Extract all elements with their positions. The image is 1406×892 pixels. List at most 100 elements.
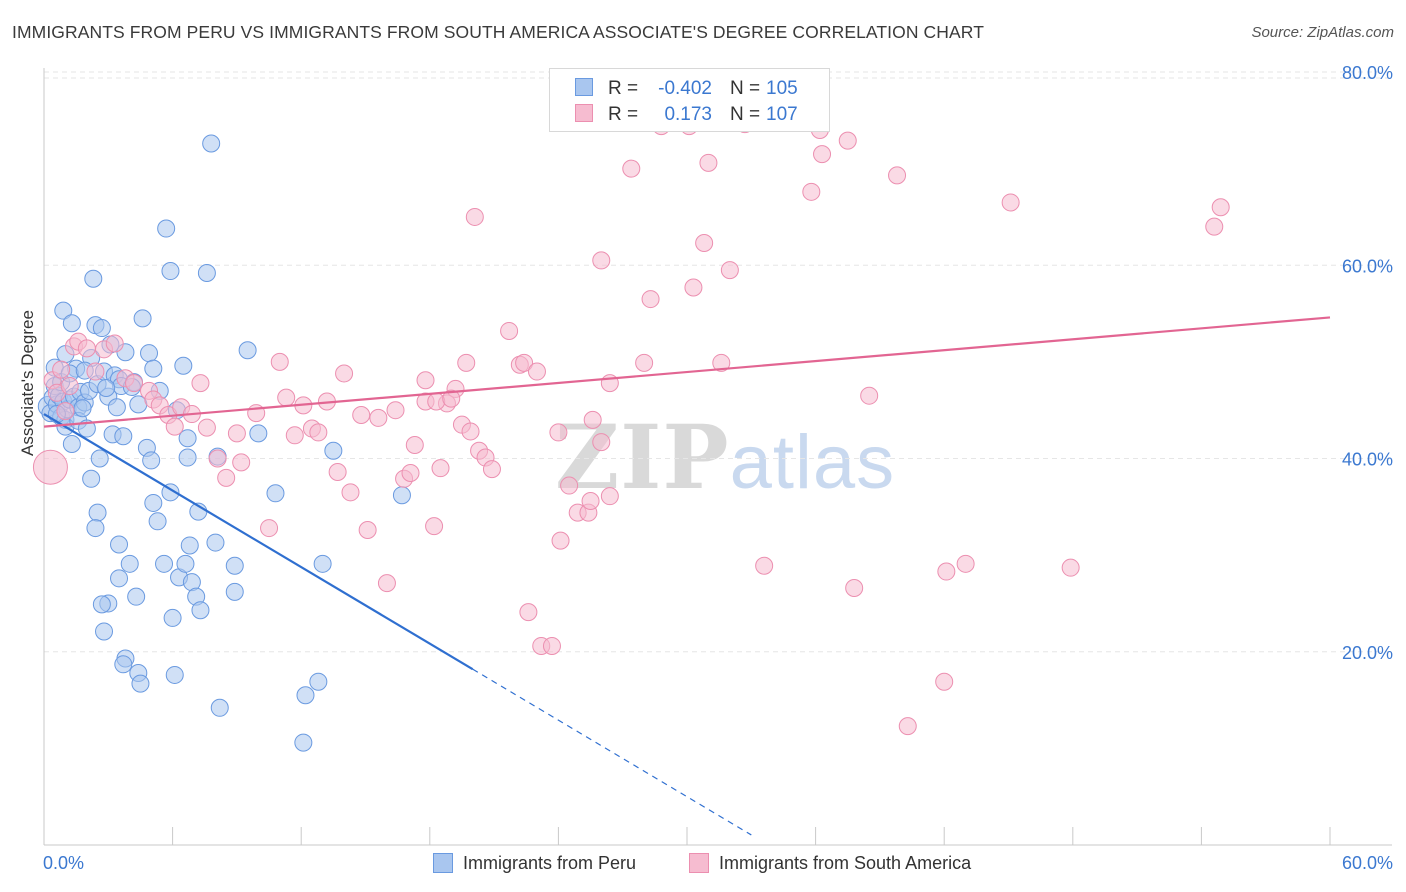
peru-point <box>313 554 332 573</box>
peru-point <box>296 686 315 705</box>
peru-point <box>294 733 313 752</box>
south-america-point <box>802 182 821 201</box>
south-america-point <box>1205 217 1224 236</box>
peru-point <box>82 469 101 488</box>
peru-point <box>210 698 229 717</box>
south-america-point <box>684 278 703 297</box>
south-america-point <box>260 519 279 538</box>
peru-point <box>180 536 199 555</box>
legend-peru-label: Immigrants from Peru <box>463 853 637 873</box>
south-america-point <box>581 492 600 511</box>
south-america-point <box>427 392 446 411</box>
y-tick-label: 40.0% <box>1342 450 1393 470</box>
south-america-point <box>519 603 538 622</box>
peru-trend-extension <box>472 668 752 836</box>
stats-row-south-america: R = 0.173 N = 107 <box>550 100 829 126</box>
south-america-r-label: R = <box>608 104 639 125</box>
peru-point <box>148 512 167 531</box>
south-america-point <box>32 449 68 485</box>
south-america-point <box>695 234 714 253</box>
peru-point <box>88 503 107 522</box>
south-america-point <box>86 362 105 381</box>
peru-r-value: -0.402 <box>658 78 712 99</box>
south-america-point <box>277 388 296 407</box>
south-america-point <box>270 352 289 371</box>
peru-point <box>197 263 216 282</box>
south-america-point <box>125 374 144 393</box>
stats-box: R = -0.402 N = 105 R = 0.173 N = 107 <box>549 68 830 132</box>
peru-point <box>165 665 184 684</box>
peru-point <box>309 672 328 691</box>
peru-points <box>37 134 411 752</box>
peru-point <box>133 309 152 328</box>
peru-n-value: 105 <box>766 78 798 99</box>
south-america-point <box>457 353 476 372</box>
south-america-trend-line <box>43 316 1331 428</box>
south-america-point <box>197 418 216 437</box>
legend-south-america-label: Immigrants from South America <box>719 853 972 873</box>
legend-item-peru[interactable]: Immigrants from Peru <box>433 853 636 874</box>
peru-point <box>191 601 210 620</box>
peru-point <box>157 219 176 238</box>
south-america-point <box>358 521 377 540</box>
peru-point <box>110 535 129 554</box>
south-america-point <box>935 672 954 691</box>
peru-point <box>84 269 103 288</box>
legend-peru-swatch <box>433 853 453 873</box>
watermark-zip: ZIP <box>555 405 730 509</box>
legend-item-south-america[interactable]: Immigrants from South America <box>689 853 971 874</box>
y-tick-label: 20.0% <box>1342 643 1393 663</box>
peru-point <box>97 378 116 397</box>
south-america-point <box>56 402 75 421</box>
x-tick-label-max: 60.0% <box>1342 853 1393 873</box>
south-america-point <box>352 406 371 425</box>
south-america-point <box>401 463 420 482</box>
south-america-point <box>341 483 360 502</box>
south-america-point <box>641 290 660 309</box>
peru-point <box>225 582 244 601</box>
south-america-point <box>712 353 731 372</box>
south-america-point <box>500 321 519 340</box>
south-america-point <box>416 371 435 390</box>
watermark-atlas: atlas <box>729 420 896 505</box>
south-america-n-label: N = <box>730 104 761 125</box>
peru-point <box>120 554 139 573</box>
peru-point <box>90 449 109 468</box>
south-america-point <box>888 166 907 185</box>
south-america-swatch <box>575 104 593 122</box>
peru-point <box>178 448 197 467</box>
south-america-point <box>937 562 956 581</box>
peru-point <box>62 314 81 333</box>
south-america-point <box>386 401 405 420</box>
peru-point <box>110 569 129 588</box>
chart-title: IMMIGRANTS FROM PERU VS IMMIGRANTS FROM … <box>12 22 985 42</box>
peru-point <box>324 441 343 460</box>
peru-point <box>114 655 133 674</box>
peru-point <box>161 483 180 502</box>
south-america-point <box>335 364 354 383</box>
south-america-point <box>845 578 864 597</box>
source-credit: Source: ZipAtlas.com <box>1251 24 1394 41</box>
south-america-point <box>699 153 718 172</box>
watermark: ZIPatlas <box>555 405 895 509</box>
peru-point <box>202 134 221 153</box>
peru-point <box>131 674 150 693</box>
peru-point <box>144 493 163 512</box>
peru-point <box>206 533 225 552</box>
south-america-point <box>227 424 246 443</box>
south-america-point <box>77 339 96 358</box>
peru-point <box>161 262 180 281</box>
peru-point <box>114 427 133 446</box>
south-america-point <box>482 460 501 479</box>
peru-point <box>140 344 159 363</box>
y-tick-label: 60.0% <box>1342 256 1393 276</box>
south-america-point <box>549 423 568 442</box>
peru-point <box>62 435 81 454</box>
south-america-point <box>635 353 654 372</box>
south-america-point <box>60 377 79 396</box>
south-america-point <box>461 422 480 441</box>
peru-swatch <box>575 78 593 96</box>
peru-point <box>95 622 114 641</box>
south-america-point <box>551 531 570 550</box>
south-america-point <box>720 261 739 280</box>
